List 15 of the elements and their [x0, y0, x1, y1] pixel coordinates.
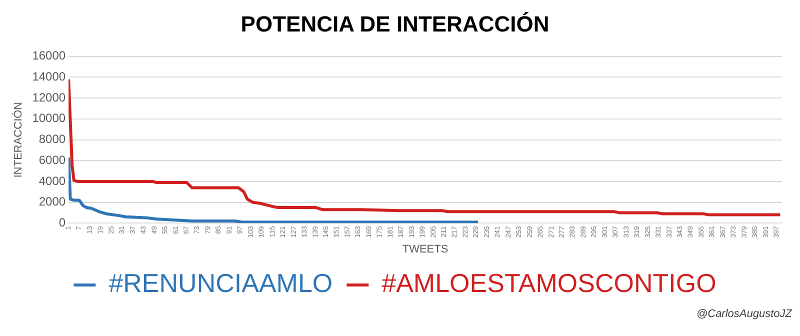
x-axis-title: TWEETS: [402, 243, 448, 256]
text: @CarlosAugustoJZ: [695, 308, 792, 322]
y-tick-label: 12000: [32, 90, 66, 104]
y-tick-label: 14000: [32, 70, 66, 84]
y-tick-label: 4000: [38, 174, 66, 188]
legend-label: #AMLOESTAMOSCONTIGO: [382, 268, 716, 298]
y-tick-label: 2000: [38, 194, 66, 209]
legend-label: #RENUNCIAAMLO: [108, 268, 333, 298]
chart-title: POTENCIA DE INTERACCIÓN: [240, 11, 550, 36]
y-tick-label: 8000: [38, 132, 66, 146]
y-tick-label: 6000: [38, 152, 66, 167]
y-tick-label: 0: [58, 215, 66, 230]
y-tick-label: 16000: [32, 48, 66, 63]
y-tick-label: 10000: [32, 111, 66, 126]
y-axis-title: INTERACCIÓN: [12, 102, 25, 178]
